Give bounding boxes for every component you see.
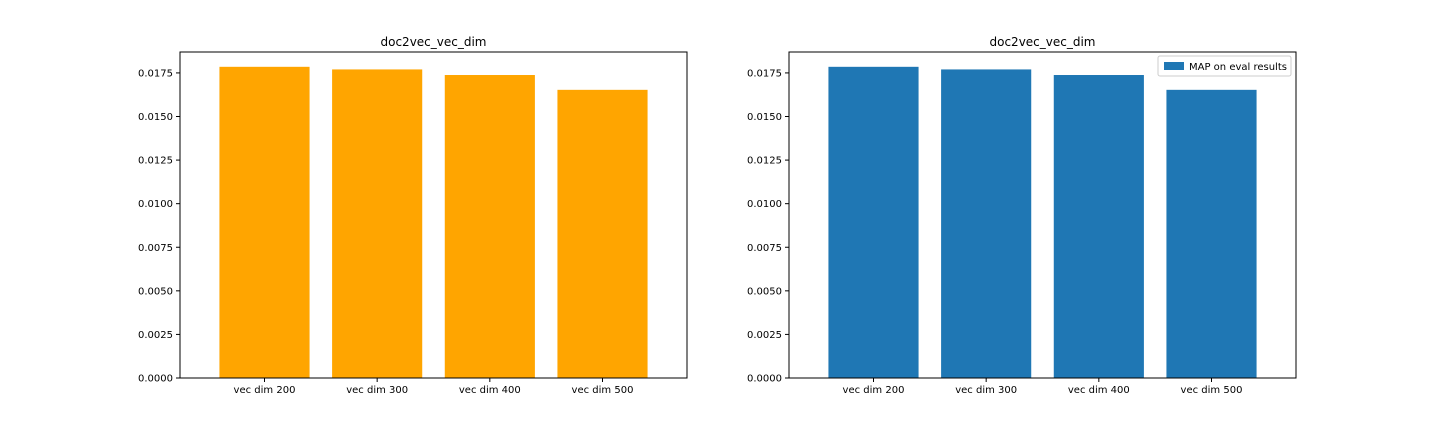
- legend-swatch: [1164, 62, 1184, 70]
- bar-3: [1053, 75, 1144, 378]
- x-tick-label: vec dim 400: [459, 385, 521, 396]
- y-tick-label: 0.0025: [138, 330, 173, 341]
- y-tick-label: 0.0175: [138, 68, 173, 79]
- y-tick-label: 0.0075: [138, 243, 173, 254]
- x-tick-label: vec dim 300: [955, 385, 1017, 396]
- plot-frame: [788, 51, 1297, 379]
- bar-4: [1166, 89, 1257, 378]
- legend: MAP on eval results: [1157, 55, 1292, 77]
- chart-right: doc2vec_vec_dim 0.0000 0.0025 0.0050 0.0075 0…: [747, 35, 1297, 396]
- y-tick-label: 0.0050: [747, 286, 782, 297]
- y-tick-label: 0.0125: [747, 156, 782, 167]
- y-tick-label: 0.0025: [747, 330, 782, 341]
- y-tick-label: 0.0150: [747, 112, 782, 123]
- y-tick-label: 0.0150: [138, 112, 173, 123]
- chart-title: doc2vec_vec_dim: [381, 35, 487, 49]
- bar-4: [557, 89, 648, 378]
- bar-2: [332, 69, 423, 378]
- plot-frame: [179, 51, 688, 379]
- x-tick-label: vec dim 500: [1181, 385, 1243, 396]
- y-tick-label: 0.0100: [138, 199, 173, 210]
- x-tick-label: vec dim 500: [572, 385, 634, 396]
- y-tick-label: 0.0175: [747, 68, 782, 79]
- y-tick-label: 0.0125: [138, 156, 173, 167]
- chart-left: doc2vec_vec_dim 0.0000 0.0025 0.0050 0.0075 0…: [138, 35, 688, 396]
- legend-label: MAP on eval results: [1189, 62, 1287, 73]
- bar-3: [444, 75, 535, 378]
- x-tick-label: vec dim 200: [234, 385, 296, 396]
- bar-2: [941, 69, 1032, 378]
- x-tick-label: vec dim 300: [346, 385, 408, 396]
- bar-1: [828, 66, 919, 379]
- chart-title: doc2vec_vec_dim: [990, 35, 1096, 49]
- bar-1: [219, 66, 310, 379]
- y-tick-label: 0.0100: [747, 199, 782, 210]
- x-tick-label: vec dim 200: [843, 385, 905, 396]
- y-tick-label: 0.0000: [138, 374, 173, 385]
- legend-box: [1157, 55, 1292, 77]
- y-tick-label: 0.0050: [138, 286, 173, 297]
- y-tick-label: 0.0000: [747, 374, 782, 385]
- x-tick-label: vec dim 400: [1068, 385, 1130, 396]
- y-tick-label: 0.0075: [747, 243, 782, 254]
